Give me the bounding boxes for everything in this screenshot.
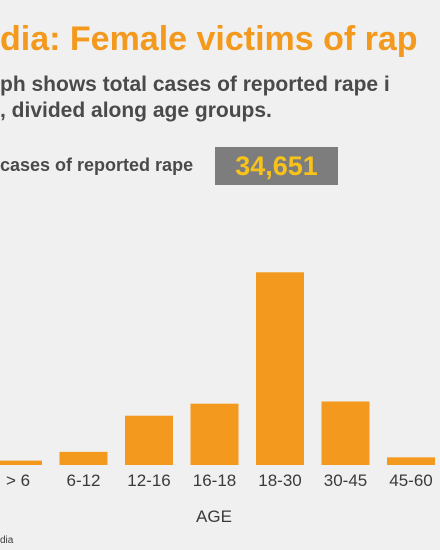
x-tick-label: 16-18: [193, 471, 236, 490]
total-cases-label: cases of reported rape: [0, 155, 194, 175]
subtitle-line-2: , divided along age groups.: [0, 99, 272, 122]
bar-30-45: [321, 401, 370, 465]
x-axis-label: AGE: [196, 507, 232, 526]
bar-6: [0, 460, 42, 465]
bars-group: [0, 272, 435, 465]
source-credit: dia: [0, 535, 14, 546]
tick-labels-group: > 6 6-12 12-16 16-18 18-30 30-45 45-60: [6, 471, 433, 490]
bar-45-60: [387, 457, 435, 465]
x-tick-label: 18-30: [258, 471, 301, 490]
x-tick-label: 30-45: [324, 471, 367, 490]
chart-subtitle: ph shows total cases of reported rape i …: [0, 72, 390, 124]
x-tick-label: 45-60: [389, 471, 432, 490]
total-cases-value: 34,651: [235, 150, 318, 181]
total-cases-box: 34,651: [215, 147, 338, 185]
subtitle-line-1: ph shows total cases of reported rape i: [0, 73, 390, 96]
x-tick-label: > 6: [6, 471, 30, 490]
x-tick-label: 12-16: [127, 471, 170, 490]
x-tick-label: 6-12: [66, 471, 100, 490]
bar-18-30: [256, 272, 304, 465]
chart-title: dia: Female victims of rap: [0, 20, 418, 58]
bar-16-18: [190, 403, 239, 465]
bar-6-12: [59, 451, 108, 465]
bar-12-16: [125, 415, 173, 465]
